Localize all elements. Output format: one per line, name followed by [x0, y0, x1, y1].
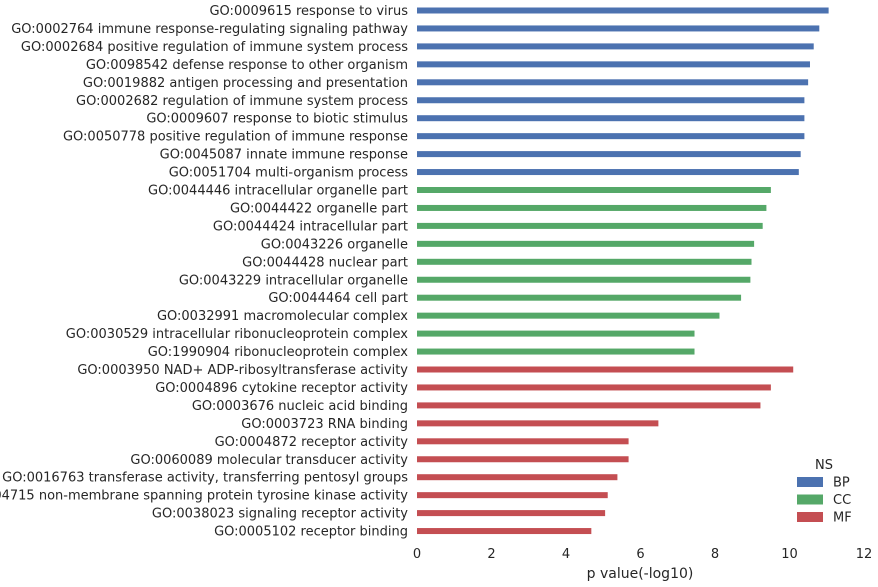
category-label: GO:0002684 positive regulation of immune… — [21, 40, 408, 55]
category-label: GO:0044428 nuclear part — [242, 255, 408, 270]
category-label: GO:0004872 receptor activity — [215, 435, 409, 450]
category-label: GO:0009607 response to biotic stimulus — [146, 112, 408, 127]
bar-mf — [417, 402, 761, 409]
category-label: GO:0002682 regulation of immune system p… — [76, 94, 408, 109]
bar-cc — [417, 204, 767, 211]
legend-label-cc: CC — [833, 493, 851, 508]
category-label: GO:0030529 intracellular ribonucleoprote… — [66, 327, 409, 342]
category-label: GO:0044464 cell part — [268, 291, 408, 306]
legend-swatch-cc — [797, 494, 823, 505]
category-label: GO:0019882 antigen processing and presen… — [83, 76, 408, 91]
category-label: GO:0032991 macromolecular complex — [157, 309, 408, 324]
bar-bp — [417, 43, 814, 50]
bar-mf — [417, 366, 794, 373]
category-label: GO:0043226 organelle — [261, 237, 408, 252]
bar-cc — [417, 187, 771, 193]
x-tick-label: 8 — [711, 547, 719, 562]
category-label: GO:0050778 positive regulation of immune… — [63, 130, 408, 145]
category-label: GO:0002764 immune response-regulating si… — [11, 22, 408, 37]
bar-mf — [417, 420, 659, 427]
bar-mf — [417, 474, 618, 481]
bar-cc — [417, 330, 695, 337]
category-label: GO:0051704 multi-organism process — [169, 166, 409, 181]
bar-mf — [417, 510, 606, 517]
category-label: GO:0045087 innate immune response — [160, 148, 408, 163]
bar-cc — [417, 312, 720, 319]
bar-bp — [417, 133, 805, 140]
bar-mf — [417, 492, 608, 499]
bar-cc — [417, 348, 695, 355]
category-label: GO:1990904 ribonucleoprotein complex — [148, 345, 409, 360]
bar-mf — [417, 438, 629, 445]
category-label: GO:0005102 receptor binding — [214, 525, 408, 540]
bar-bp — [417, 169, 799, 176]
category-label: GO:0043229 intracellular organelle — [179, 273, 408, 288]
category-labels: GO:0009615 response to virus GO:0002764 i… — [0, 4, 408, 540]
bars-group — [417, 7, 829, 535]
category-label: GO:0016763 transferase activity, transfe… — [2, 471, 408, 486]
bar-mf — [417, 456, 629, 463]
category-label: GO:0098542 defense response to other org… — [86, 58, 408, 73]
x-axis-ticks: 0 2 4 6 8 10 12 — [413, 547, 872, 562]
bar-bp — [417, 115, 805, 122]
x-tick-label: 0 — [413, 547, 421, 562]
bar-cc — [417, 222, 763, 229]
bar-bp — [417, 61, 810, 68]
x-tick-label: 10 — [781, 547, 798, 562]
bar-cc — [417, 240, 755, 247]
bar-bp — [417, 151, 801, 158]
legend-swatch-mf — [797, 512, 823, 522]
bar-cc — [417, 258, 752, 265]
x-tick-label: 12 — [856, 547, 873, 562]
category-label: GO:0003950 NAD+ ADP-ribosyltransferase a… — [77, 363, 408, 378]
bar-cc — [417, 294, 742, 301]
category-label: GO:0044424 intracellular part — [213, 219, 408, 234]
category-label: GO:0044446 intracellular organelle part — [148, 184, 408, 199]
bar-bp — [417, 25, 820, 32]
category-label: GO:0060089 molecular transducer activity — [130, 453, 408, 468]
bar-bp — [417, 79, 809, 86]
category-label: GO:0004896 cytokine receptor activity — [155, 381, 408, 396]
x-axis-label: p value(-log10) — [587, 566, 694, 582]
category-label: GO:0044422 organelle part — [230, 201, 408, 216]
legend-label-mf: MF — [833, 511, 852, 526]
x-tick-label: 6 — [636, 547, 644, 562]
legend-title: NS — [815, 458, 833, 473]
bar-mf — [417, 528, 592, 535]
legend: NS BP CC MF — [797, 458, 852, 526]
bar-cc — [417, 276, 751, 283]
category-label: GO:0004715 non-membrane spanning protein… — [0, 489, 408, 504]
bar-bp — [417, 97, 805, 104]
x-tick-label: 4 — [562, 547, 570, 562]
legend-swatch-bp — [797, 477, 823, 487]
category-label: GO:0038023 signaling receptor activity — [152, 507, 408, 522]
category-label: GO:0009615 response to virus — [209, 4, 408, 19]
x-tick-label: 2 — [487, 547, 495, 562]
bar-bp — [417, 7, 829, 14]
category-label: GO:0003676 nucleic acid binding — [192, 399, 408, 414]
category-label: GO:0003723 RNA binding — [241, 417, 408, 432]
legend-label-bp: BP — [833, 476, 850, 491]
bar-mf — [417, 384, 771, 391]
